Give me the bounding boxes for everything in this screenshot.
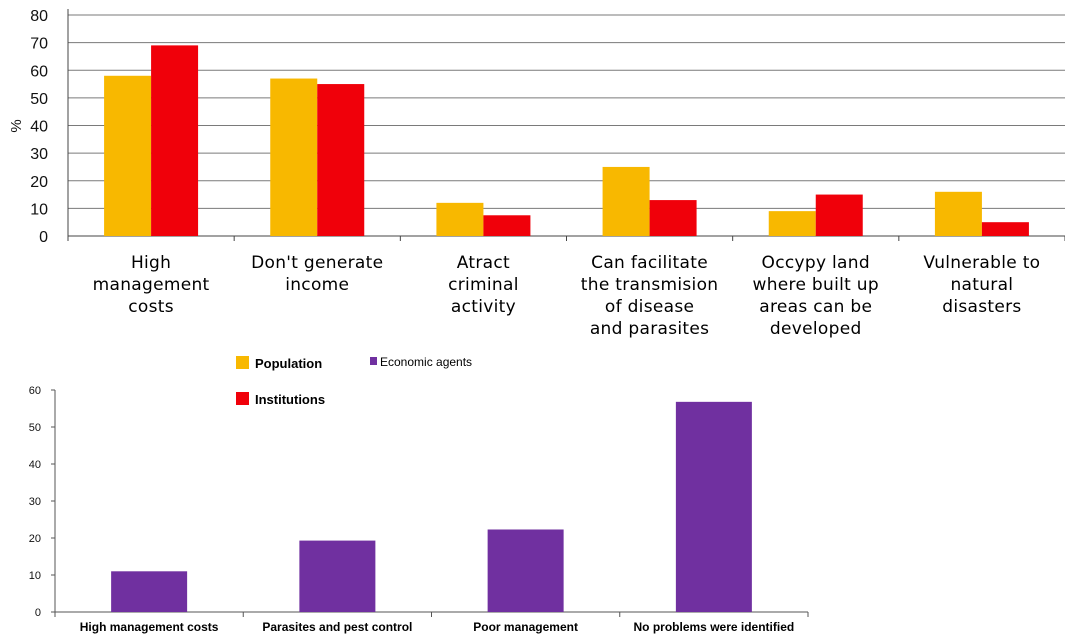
legend-swatch-institutions [236, 392, 249, 405]
x-category-label: areas can be [759, 297, 872, 317]
y-tick-label: 60 [30, 63, 48, 80]
legend-label-population: Population [255, 356, 322, 371]
x-category-label: High management costs [80, 620, 219, 634]
x-category-label: Parasites and pest control [262, 620, 412, 634]
y-tick-label: 10 [29, 570, 41, 582]
bar-population [270, 78, 318, 236]
x-category-label: of disease [605, 297, 694, 317]
bar-population [436, 202, 484, 236]
legend-swatch-economic-agents [370, 357, 377, 365]
bar-economic-agents [111, 571, 188, 612]
bar-population [934, 191, 982, 236]
x-category-label: disasters [942, 297, 1021, 317]
y-axis-label: % [8, 119, 25, 132]
x-category-label: income [285, 275, 349, 295]
x-category-label: costs [128, 297, 174, 317]
bar-economic-agents [299, 540, 376, 612]
bar-institutions [151, 45, 199, 237]
bar-institutions [317, 84, 365, 236]
bar-population [768, 211, 816, 236]
y-tick-label: 20 [30, 174, 48, 191]
x-category-label: where built up [753, 275, 879, 295]
x-category-label: Vulnerable to [923, 253, 1040, 273]
bar-population [602, 166, 650, 236]
bar-institutions [815, 194, 863, 236]
y-tick-label: 50 [30, 91, 48, 108]
legend-label-institutions: Institutions [255, 392, 325, 407]
y-tick-label: 50 [29, 422, 41, 434]
legend-label-economic-agents: Economic agents [380, 355, 472, 369]
y-tick-label: 60 [29, 385, 41, 397]
bar-institutions [981, 222, 1029, 236]
y-tick-label: 20 [29, 533, 41, 545]
y-tick-label: 70 [30, 36, 48, 53]
y-tick-label: 40 [29, 459, 41, 471]
x-category-label: activity [451, 297, 516, 317]
x-category-label: High [131, 253, 171, 273]
bar-economic-agents [487, 529, 564, 612]
x-category-label: Can facilitate [591, 253, 708, 273]
y-tick-label: 0 [39, 229, 48, 246]
y-tick-label: 80 [30, 8, 48, 25]
x-category-label: Don't generate [251, 253, 383, 273]
chart-2-economic-agents: 0 10 20 30 40 50 60 High management costs Parasi… [29, 385, 809, 634]
legend: Population Economic agents Institutions [236, 355, 472, 407]
x-category-label: management [93, 275, 210, 295]
x-category-label: Occypy land [762, 253, 870, 273]
x-category-label: Atract [457, 253, 510, 273]
bar-population [104, 75, 152, 237]
bar-institutions [649, 200, 697, 236]
y-tick-label: 40 [30, 119, 48, 136]
bar-economic-agents [675, 401, 752, 612]
y-tick-label: 0 [35, 607, 41, 619]
x-category-label: developed [770, 319, 862, 339]
x-category-label: Poor management [473, 620, 578, 634]
y-tick-label: 10 [30, 201, 48, 218]
x-category-label: criminal [448, 275, 519, 295]
x-category-label: No problems were identified [634, 620, 795, 634]
x-category-label: the transmision [581, 275, 719, 295]
y-tick-label: 30 [29, 496, 41, 508]
x-category-label: and parasites [590, 319, 709, 339]
legend-swatch-population [236, 356, 249, 369]
y-tick-label: 30 [30, 146, 48, 163]
bar-institutions [483, 215, 531, 236]
x-category-label: natural [950, 275, 1013, 295]
